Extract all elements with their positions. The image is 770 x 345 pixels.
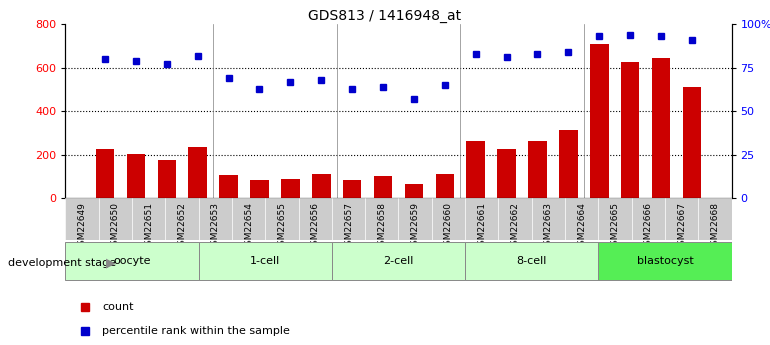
Text: 8-cell: 8-cell [517,256,547,266]
Bar [65,198,99,240]
Bar [631,198,665,240]
Bar [95,149,114,198]
Text: GSM22658: GSM22658 [377,202,387,251]
Bar [432,198,465,240]
Bar [250,180,269,198]
Bar [436,175,454,198]
Bar [99,198,132,240]
Bar [299,198,332,240]
Bar [497,149,516,198]
Text: oocyte: oocyte [113,256,151,266]
Bar [232,198,265,240]
Bar [467,141,485,198]
Bar [332,242,465,280]
Bar [621,62,639,198]
Bar [698,198,731,240]
Text: GSM22652: GSM22652 [178,202,186,250]
Text: GSM22657: GSM22657 [344,202,353,251]
Bar [312,175,330,198]
Text: GSM22653: GSM22653 [211,202,219,251]
Bar [281,179,300,198]
Bar [132,198,166,240]
Bar [199,198,232,240]
Bar [373,176,392,198]
Bar [532,198,565,240]
Bar [65,242,199,280]
Bar [126,154,146,198]
Bar [332,198,365,240]
Bar [565,198,598,240]
Text: GSM22661: GSM22661 [477,202,486,251]
Text: GSM22660: GSM22660 [444,202,453,251]
Text: GSM22668: GSM22668 [711,202,719,251]
Bar [199,242,332,280]
Text: GSM22665: GSM22665 [611,202,619,251]
Text: GSM22662: GSM22662 [511,202,520,250]
Text: GSM22651: GSM22651 [144,202,153,251]
Bar [189,147,207,198]
Bar [498,198,531,240]
Text: blastocyst: blastocyst [637,256,693,266]
Text: percentile rank within the sample: percentile rank within the sample [102,326,290,336]
Text: GSM22649: GSM22649 [78,202,86,250]
Text: count: count [102,302,133,312]
Bar [399,198,432,240]
Bar [559,130,578,198]
Text: 1-cell: 1-cell [250,256,280,266]
Text: GSM22650: GSM22650 [111,202,120,251]
Text: GSM22655: GSM22655 [277,202,286,251]
Text: GDS813 / 1416948_at: GDS813 / 1416948_at [309,9,461,23]
Bar [365,198,399,240]
Text: ▶: ▶ [106,257,115,270]
Bar [598,198,631,240]
Bar [465,198,498,240]
Text: 2-cell: 2-cell [383,256,413,266]
Text: GSM22663: GSM22663 [544,202,553,251]
Bar [405,184,424,198]
Bar [219,175,238,198]
Bar [590,44,608,198]
Bar [465,242,598,280]
Text: GSM22666: GSM22666 [644,202,653,251]
Text: GSM22664: GSM22664 [578,202,586,250]
Bar [528,141,547,198]
Text: GSM22656: GSM22656 [311,202,320,251]
Text: GSM22654: GSM22654 [244,202,253,250]
Bar [665,198,698,240]
Bar [598,242,731,280]
Text: development stage: development stage [8,258,115,268]
Text: GSM22659: GSM22659 [410,202,420,251]
Bar [683,87,701,198]
Bar [166,198,199,240]
Bar [265,198,299,240]
Bar [343,180,361,198]
Text: GSM22667: GSM22667 [677,202,686,251]
Bar [158,160,176,198]
Bar [651,58,671,198]
